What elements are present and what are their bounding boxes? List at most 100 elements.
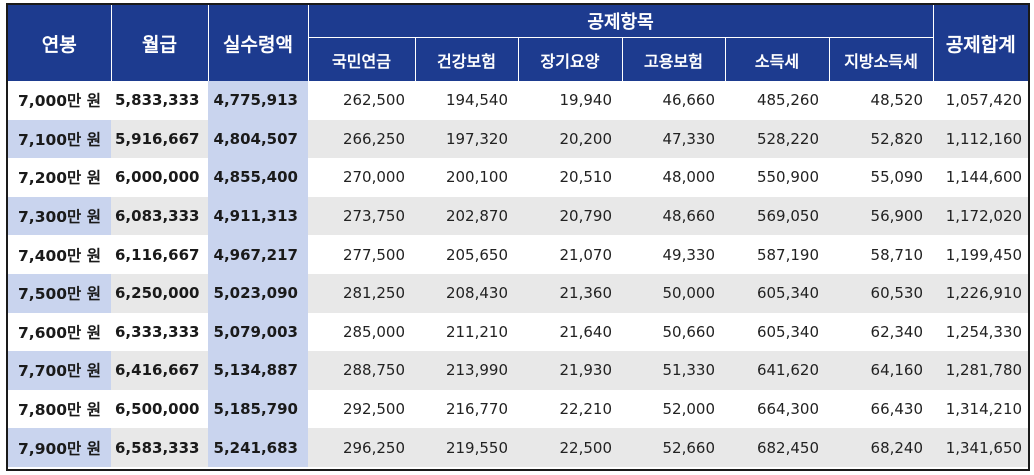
cell-long-term-care: 19,940 (518, 81, 622, 120)
cell-monthly: 6,416,667 (111, 351, 208, 390)
cell-local-income-tax: 68,240 (829, 428, 934, 467)
cell-income-tax: 550,900 (725, 158, 829, 197)
cell-health: 213,990 (415, 351, 518, 390)
cell-local-income-tax: 56,900 (829, 196, 934, 236)
cell-long-term-care: 21,930 (518, 351, 622, 390)
cell-employment: 50,000 (622, 273, 725, 313)
cell-income-tax: 485,260 (725, 81, 829, 120)
cell-local-income-tax: 62,340 (829, 312, 934, 352)
header-employment-insurance: 고용보험 (622, 37, 726, 81)
cell-total: 1,314,210 (933, 389, 1028, 429)
cell-pension: 285,000 (308, 312, 415, 352)
cell-employment: 50,660 (622, 312, 725, 352)
header-income-tax: 소득세 (725, 37, 830, 81)
cell-net: 4,804,507 (208, 119, 308, 159)
table-row: 7,500만 원 6,250,000 5,023,090 281,250 208… (8, 273, 1028, 313)
cell-long-term-care: 20,510 (518, 158, 622, 197)
salary-deduction-table: 연봉 월급 실수령액 공제항목 공제합계 국민연금 건강보험 장기요양 고용보험… (8, 5, 1028, 467)
header-national-pension: 국민연금 (308, 37, 416, 81)
cell-income-tax: 569,050 (725, 196, 829, 236)
header-local-income-tax: 지방소득세 (829, 37, 934, 81)
table-row: 7,900만 원 6,583,333 5,241,683 296,250 219… (8, 428, 1028, 467)
cell-income-tax: 587,190 (725, 235, 829, 274)
table-row: 7,800만 원 6,500,000 5,185,790 292,500 216… (8, 389, 1028, 429)
cell-health: 202,870 (415, 196, 518, 236)
cell-net: 4,967,217 (208, 235, 308, 274)
cell-health: 216,770 (415, 389, 518, 429)
cell-health: 205,650 (415, 235, 518, 274)
cell-pension: 281,250 (308, 273, 415, 313)
cell-annual: 7,700만 원 (8, 351, 111, 390)
cell-monthly: 6,116,667 (111, 235, 208, 274)
cell-monthly: 6,333,333 (111, 312, 208, 352)
cell-net: 5,241,683 (208, 428, 308, 467)
cell-local-income-tax: 60,530 (829, 273, 934, 313)
header-long-term-care: 장기요양 (518, 37, 623, 81)
cell-net: 5,185,790 (208, 389, 308, 429)
cell-income-tax: 605,340 (725, 273, 829, 313)
cell-long-term-care: 21,070 (518, 235, 622, 274)
table-row: 7,700만 원 6,416,667 5,134,887 288,750 213… (8, 351, 1028, 390)
table-row: 7,000만 원 5,833,333 4,775,913 262,500 194… (8, 81, 1028, 120)
cell-annual: 7,000만 원 (8, 81, 111, 120)
cell-total: 1,281,780 (933, 351, 1028, 390)
cell-income-tax: 528,220 (725, 119, 829, 159)
cell-monthly: 5,916,667 (111, 119, 208, 159)
cell-net: 4,855,400 (208, 158, 308, 197)
cell-employment: 47,330 (622, 119, 725, 159)
cell-long-term-care: 22,210 (518, 389, 622, 429)
cell-monthly: 6,250,000 (111, 273, 208, 313)
header-health-insurance: 건강보험 (415, 37, 519, 81)
cell-monthly: 6,000,000 (111, 158, 208, 197)
table-row: 7,200만 원 6,000,000 4,855,400 270,000 200… (8, 158, 1028, 197)
cell-annual: 7,800만 원 (8, 389, 111, 429)
header-deductions-group: 공제항목 (308, 5, 934, 38)
cell-local-income-tax: 58,710 (829, 235, 934, 274)
cell-pension: 292,500 (308, 389, 415, 429)
cell-employment: 48,000 (622, 158, 725, 197)
cell-employment: 46,660 (622, 81, 725, 120)
cell-health: 208,430 (415, 273, 518, 313)
cell-local-income-tax: 55,090 (829, 158, 934, 197)
cell-local-income-tax: 48,520 (829, 81, 934, 120)
cell-income-tax: 641,620 (725, 351, 829, 390)
header-total-deductions: 공제합계 (933, 5, 1028, 81)
cell-income-tax: 605,340 (725, 312, 829, 352)
cell-annual: 7,200만 원 (8, 158, 111, 197)
cell-total: 1,226,910 (933, 273, 1028, 313)
cell-local-income-tax: 66,430 (829, 389, 934, 429)
cell-pension: 266,250 (308, 119, 415, 159)
table-row: 7,300만 원 6,083,333 4,911,313 273,750 202… (8, 196, 1028, 236)
cell-net: 5,079,003 (208, 312, 308, 352)
cell-income-tax: 664,300 (725, 389, 829, 429)
table-body: 7,000만 원 5,833,333 4,775,913 262,500 194… (8, 81, 1028, 467)
header-monthly-salary: 월급 (111, 5, 209, 81)
cell-annual: 7,100만 원 (8, 119, 111, 159)
cell-income-tax: 682,450 (725, 428, 829, 467)
cell-total: 1,172,020 (933, 196, 1028, 236)
cell-pension: 262,500 (308, 81, 415, 120)
cell-pension: 296,250 (308, 428, 415, 467)
cell-pension: 273,750 (308, 196, 415, 236)
cell-long-term-care: 20,790 (518, 196, 622, 236)
cell-health: 197,320 (415, 119, 518, 159)
cell-total: 1,144,600 (933, 158, 1028, 197)
cell-total: 1,341,650 (933, 428, 1028, 467)
header-net-pay: 실수령액 (208, 5, 309, 81)
table-row: 7,400만 원 6,116,667 4,967,217 277,500 205… (8, 235, 1028, 274)
cell-monthly: 6,500,000 (111, 389, 208, 429)
cell-net: 5,023,090 (208, 273, 308, 313)
cell-net: 5,134,887 (208, 351, 308, 390)
cell-health: 194,540 (415, 81, 518, 120)
cell-pension: 270,000 (308, 158, 415, 197)
cell-health: 211,210 (415, 312, 518, 352)
cell-net: 4,775,913 (208, 81, 308, 120)
cell-employment: 49,330 (622, 235, 725, 274)
cell-total: 1,112,160 (933, 119, 1028, 159)
cell-net: 4,911,313 (208, 196, 308, 236)
cell-monthly: 5,833,333 (111, 81, 208, 120)
header-annual-salary: 연봉 (8, 5, 112, 81)
salary-table-container: 연봉 월급 실수령액 공제항목 공제합계 국민연금 건강보험 장기요양 고용보험… (6, 3, 1030, 471)
table-row: 7,600만 원 6,333,333 5,079,003 285,000 211… (8, 312, 1028, 352)
table-row: 7,100만 원 5,916,667 4,804,507 266,250 197… (8, 119, 1028, 159)
